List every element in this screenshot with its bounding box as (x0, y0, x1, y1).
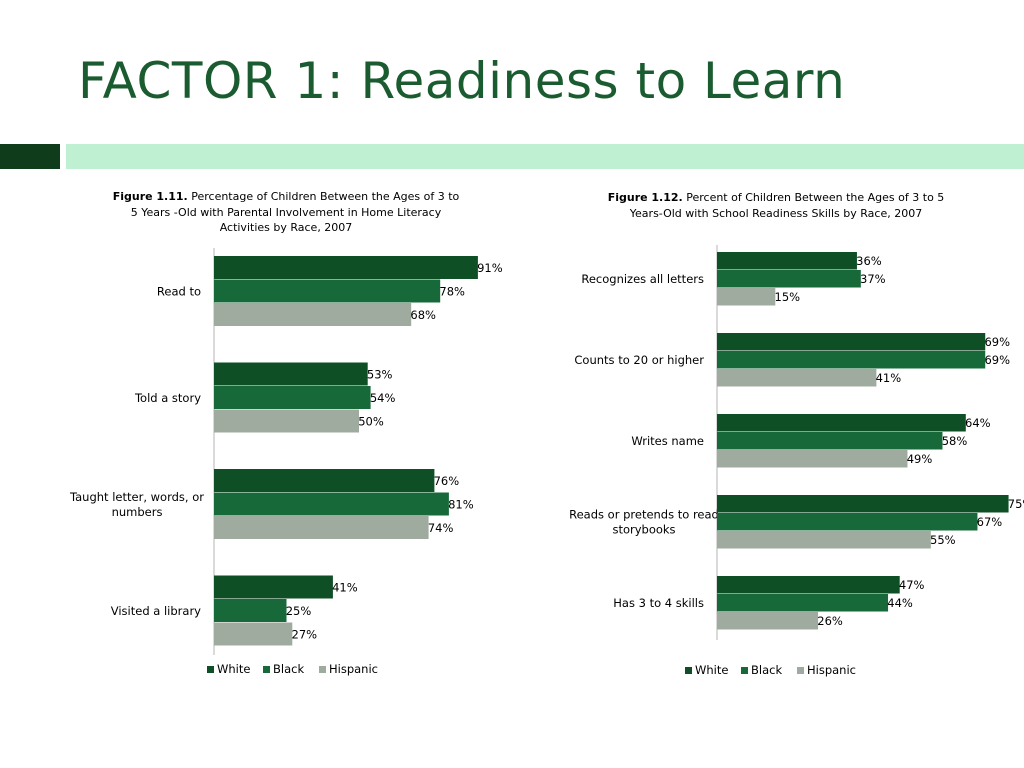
data-label-white-writes-name: 64% (965, 416, 991, 430)
data-label-hispanic-taught-letter-words-or-numbers: 74% (428, 521, 454, 535)
legend-swatch-white (685, 667, 692, 674)
data-label-white-reads-or-pretends-to-read-storybooks: 75% (1008, 497, 1024, 511)
data-label-hispanic-told-a-story: 50% (358, 414, 384, 428)
data-label-white-visited-a-library: 41% (332, 580, 358, 594)
legend-label-hispanic: Hispanic (807, 663, 856, 677)
data-label-black-reads-or-pretends-to-read-storybooks: 67% (977, 515, 1003, 529)
legend-label-hispanic: Hispanic (329, 662, 378, 676)
bar-white-writes-name (717, 414, 966, 432)
data-label-black-has-3-to-4-skills: 44% (887, 596, 913, 610)
legend-swatch-white (207, 666, 214, 673)
data-label-hispanic-counts-to-20-or-higher: 41% (876, 371, 902, 385)
data-label-black-visited-a-library: 25% (286, 604, 312, 618)
bar-white-taught-letter-words-or-numbers (214, 469, 435, 492)
data-label-hispanic-visited-a-library: 27% (292, 627, 318, 641)
slide-title: FACTOR 1: Readiness to Learn (78, 52, 846, 110)
bar-black-recognizes-all-letters (717, 270, 861, 288)
data-label-black-told-a-story: 54% (370, 391, 396, 405)
data-label-hispanic-reads-or-pretends-to-read-storybooks: 55% (930, 533, 956, 547)
data-label-black-read-to: 78% (439, 284, 465, 298)
figure-caption-text: Percentage of Children Between the Ages … (130, 190, 460, 234)
figure-label: Figure 1.11. (112, 190, 188, 203)
bar-black-visited-a-library (214, 599, 287, 622)
category-label-told-a-story: Told a story (134, 391, 201, 405)
bar-hispanic-writes-name (717, 450, 908, 468)
data-label-hispanic-read-to: 68% (410, 308, 436, 322)
legend-label-black: Black (273, 662, 304, 676)
legend-label-white: White (217, 662, 250, 676)
category-label-visited-a-library: Visited a library (111, 604, 201, 618)
data-label-hispanic-recognizes-all-letters: 15% (775, 290, 801, 304)
category-label-taught-letter-words-or-numbers: Taught letter, words, or numbers (69, 490, 204, 519)
bar-hispanic-read-to (214, 303, 412, 326)
bar-hispanic-taught-letter-words-or-numbers (214, 516, 429, 539)
data-label-hispanic-has-3-to-4-skills: 26% (817, 614, 843, 628)
bar-hispanic-recognizes-all-letters (717, 288, 776, 306)
bar-white-recognizes-all-letters (717, 252, 857, 270)
bar-black-writes-name (717, 432, 943, 450)
bar-black-taught-letter-words-or-numbers (214, 492, 449, 516)
bar-black-reads-or-pretends-to-read-storybooks (717, 513, 978, 531)
bar-black-read-to (214, 279, 441, 303)
category-label-writes-name: Writes name (631, 434, 704, 448)
data-label-black-recognizes-all-letters: 37% (860, 272, 886, 286)
data-label-black-taught-letter-words-or-numbers: 81% (448, 497, 474, 511)
figure-label: Figure 1.12. (607, 191, 683, 204)
data-label-white-read-to: 91% (477, 261, 503, 275)
data-label-white-recognizes-all-letters: 36% (856, 254, 882, 268)
legend-swatch-hispanic (319, 666, 326, 673)
bar-white-visited-a-library (214, 575, 333, 599)
data-label-white-told-a-story: 53% (367, 367, 393, 381)
legend-label-black: Black (751, 663, 782, 677)
bar-white-read-to (214, 256, 478, 279)
bar-hispanic-visited-a-library (214, 622, 293, 646)
bar-hispanic-has-3-to-4-skills (717, 612, 819, 630)
bar-black-has-3-to-4-skills (717, 594, 889, 612)
bar-white-told-a-story (214, 362, 368, 386)
category-label-has-3-to-4-skills: Has 3 to 4 skills (613, 596, 704, 610)
legend-swatch-hispanic (797, 667, 804, 674)
legend-label-white: White (695, 663, 728, 677)
bar-white-reads-or-pretends-to-read-storybooks (717, 495, 1009, 513)
bar-hispanic-reads-or-pretends-to-read-storybooks (717, 531, 931, 549)
data-label-black-writes-name: 58% (942, 434, 968, 448)
bar-black-counts-to-20-or-higher (717, 351, 986, 369)
accent-bar-light (66, 144, 1024, 169)
data-label-hispanic-writes-name: 49% (907, 452, 933, 466)
bar-white-has-3-to-4-skills (717, 576, 900, 594)
legend-swatch-black (263, 666, 270, 673)
data-label-white-has-3-to-4-skills: 47% (899, 578, 925, 592)
data-label-white-counts-to-20-or-higher: 69% (984, 335, 1010, 349)
bar-black-told-a-story (214, 386, 371, 409)
bar-hispanic-counts-to-20-or-higher (717, 369, 877, 387)
data-label-white-taught-letter-words-or-numbers: 76% (434, 474, 460, 488)
data-label-black-counts-to-20-or-higher: 69% (984, 353, 1010, 367)
bar-white-counts-to-20-or-higher (717, 333, 986, 351)
category-label-counts-to-20-or-higher: Counts to 20 or higher (574, 353, 704, 367)
category-label-read-to: Read to (157, 284, 201, 298)
bar-hispanic-told-a-story (214, 409, 359, 433)
category-label-recognizes-all-letters: Recognizes all letters (581, 272, 704, 286)
category-label-reads-or-pretends-to-read-storybooks: Reads or pretends to read storybooks (569, 508, 719, 537)
figure-caption-left: Figure 1.11. Percentage of Children Betw… (110, 189, 462, 236)
accent-bar-dark (0, 144, 60, 169)
legend-swatch-black (741, 667, 748, 674)
figure-caption-text: Percent of Children Between the Ages of … (629, 191, 945, 220)
figure-caption-right: Figure 1.12. Percent of Children Between… (600, 190, 952, 221)
